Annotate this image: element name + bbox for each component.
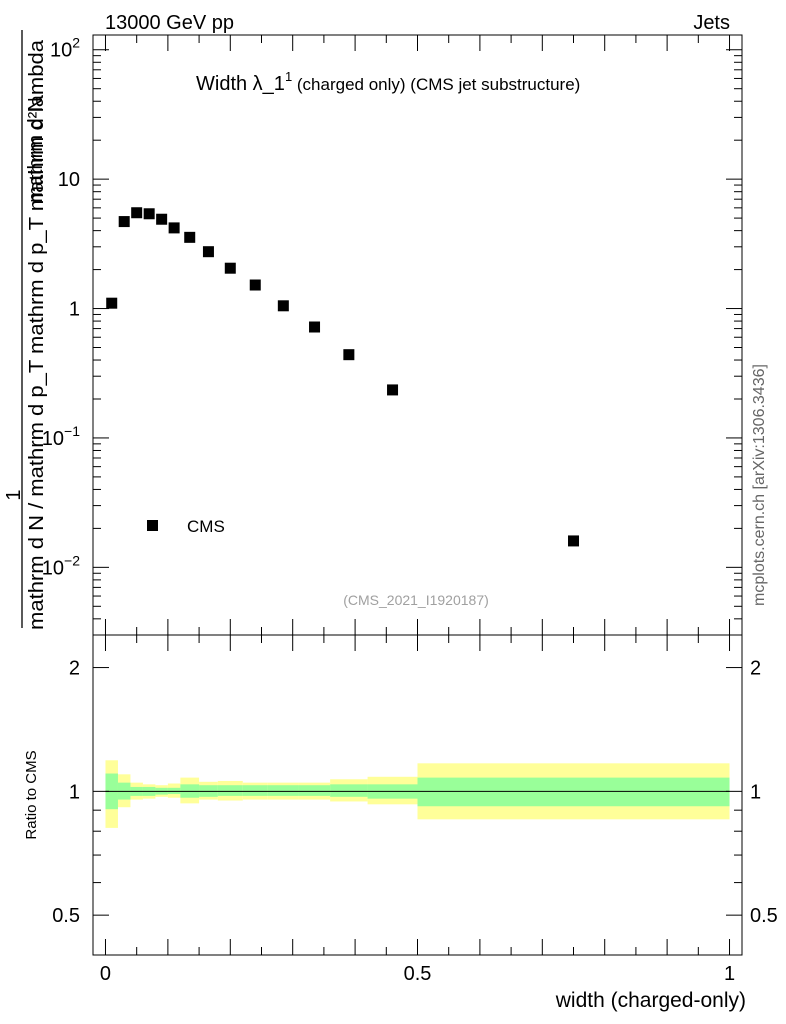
ratio-x-ticks: [104, 635, 731, 955]
legend-label: CMS: [187, 517, 225, 536]
chart-title-main: Width λ_1: [196, 73, 285, 95]
chart-title-rest: (charged only) (CMS jet substructure): [292, 75, 580, 94]
ratio-inner-band: [298, 785, 331, 796]
data-point: [343, 349, 355, 361]
x-axis-label: width (charged-only): [555, 989, 746, 1012]
ratio-panel: 0.5 0.5 1 1 2 2 0 0.5 1 Ratio to CMS: [23, 634, 778, 985]
ratio-y-tick-label-right: 2: [750, 658, 761, 680]
main-y-axis-label: mathrm d²N 1 mathrm d N / mathrm d p_T m…: [3, 30, 48, 630]
data-point: [106, 297, 118, 309]
main-y-tick-label: 10−1: [42, 423, 80, 450]
data-point: [131, 207, 143, 219]
ratio-y-tick-label-left: 0.5: [52, 905, 80, 927]
ratio-inner-band: [330, 784, 368, 797]
ratio-inner-band: [217, 785, 243, 796]
x-tick-label: 0: [100, 963, 111, 985]
main-x-ticks: [104, 35, 731, 635]
main-y-tick-label: 1: [69, 299, 80, 321]
main-y-tick-label: 10: [58, 169, 80, 191]
legend-marker: [147, 520, 158, 531]
energy-label: 13000 GeV pp: [105, 12, 234, 34]
main-frame: [92, 34, 743, 636]
data-points: [106, 207, 580, 547]
data-point: [184, 231, 196, 243]
y-label-denominator-lead: 1: [3, 489, 25, 500]
data-point: [168, 222, 180, 234]
main-y-tick-label: 102: [50, 35, 80, 62]
ratio-y-ticks: [93, 667, 742, 956]
data-point: [568, 535, 580, 547]
main-y-tick-label: 10−2: [42, 552, 80, 579]
ratio-tick-labels: 0.5 0.5 1 1 2 2 0 0.5 1: [52, 658, 778, 985]
y-label-numerator: mathrm d²N: [25, 97, 47, 203]
data-point: [118, 216, 130, 228]
ratio-y-tick-label-right: 1: [750, 781, 761, 803]
ratio-inner-band: [417, 777, 730, 807]
data-point: [224, 262, 236, 274]
data-point: [387, 384, 399, 396]
data-point: [202, 246, 214, 258]
ratio-y-tick-label-left: 1: [69, 781, 80, 803]
ratio-bands: [105, 760, 730, 828]
ratio-y-label: Ratio to CMS: [23, 750, 40, 839]
data-point: [249, 279, 261, 291]
data-point: [277, 300, 289, 312]
x-tick-label: 0.5: [404, 963, 432, 985]
ratio-y-tick-label-left: 2: [69, 658, 80, 680]
x-tick-label: 1: [724, 963, 735, 985]
chart-title-superscript: 1: [285, 69, 292, 84]
y-label-denominator: mathrm d N / mathrm d p_T mathrm d p_T m…: [26, 39, 48, 630]
data-point: [156, 213, 168, 225]
mcplots-side-label: mcplots.cern.ch [arXiv:1306.3436]: [751, 364, 768, 606]
main-y-ticks: [93, 49, 742, 636]
category-label: Jets: [693, 12, 730, 34]
ratio-y-tick-label-right: 0.5: [750, 905, 778, 927]
data-point: [143, 208, 155, 220]
main-y-tick-labels: 10−2 10−1 1 10 102: [42, 35, 80, 580]
ratio-inner-band: [267, 785, 299, 796]
ratio-inner-band: [242, 785, 268, 796]
chart-title: Width λ_11 (charged only) (CMS jet subst…: [196, 69, 580, 95]
analysis-watermark: (CMS_2021_I1920187): [343, 592, 489, 608]
data-point: [309, 321, 321, 333]
